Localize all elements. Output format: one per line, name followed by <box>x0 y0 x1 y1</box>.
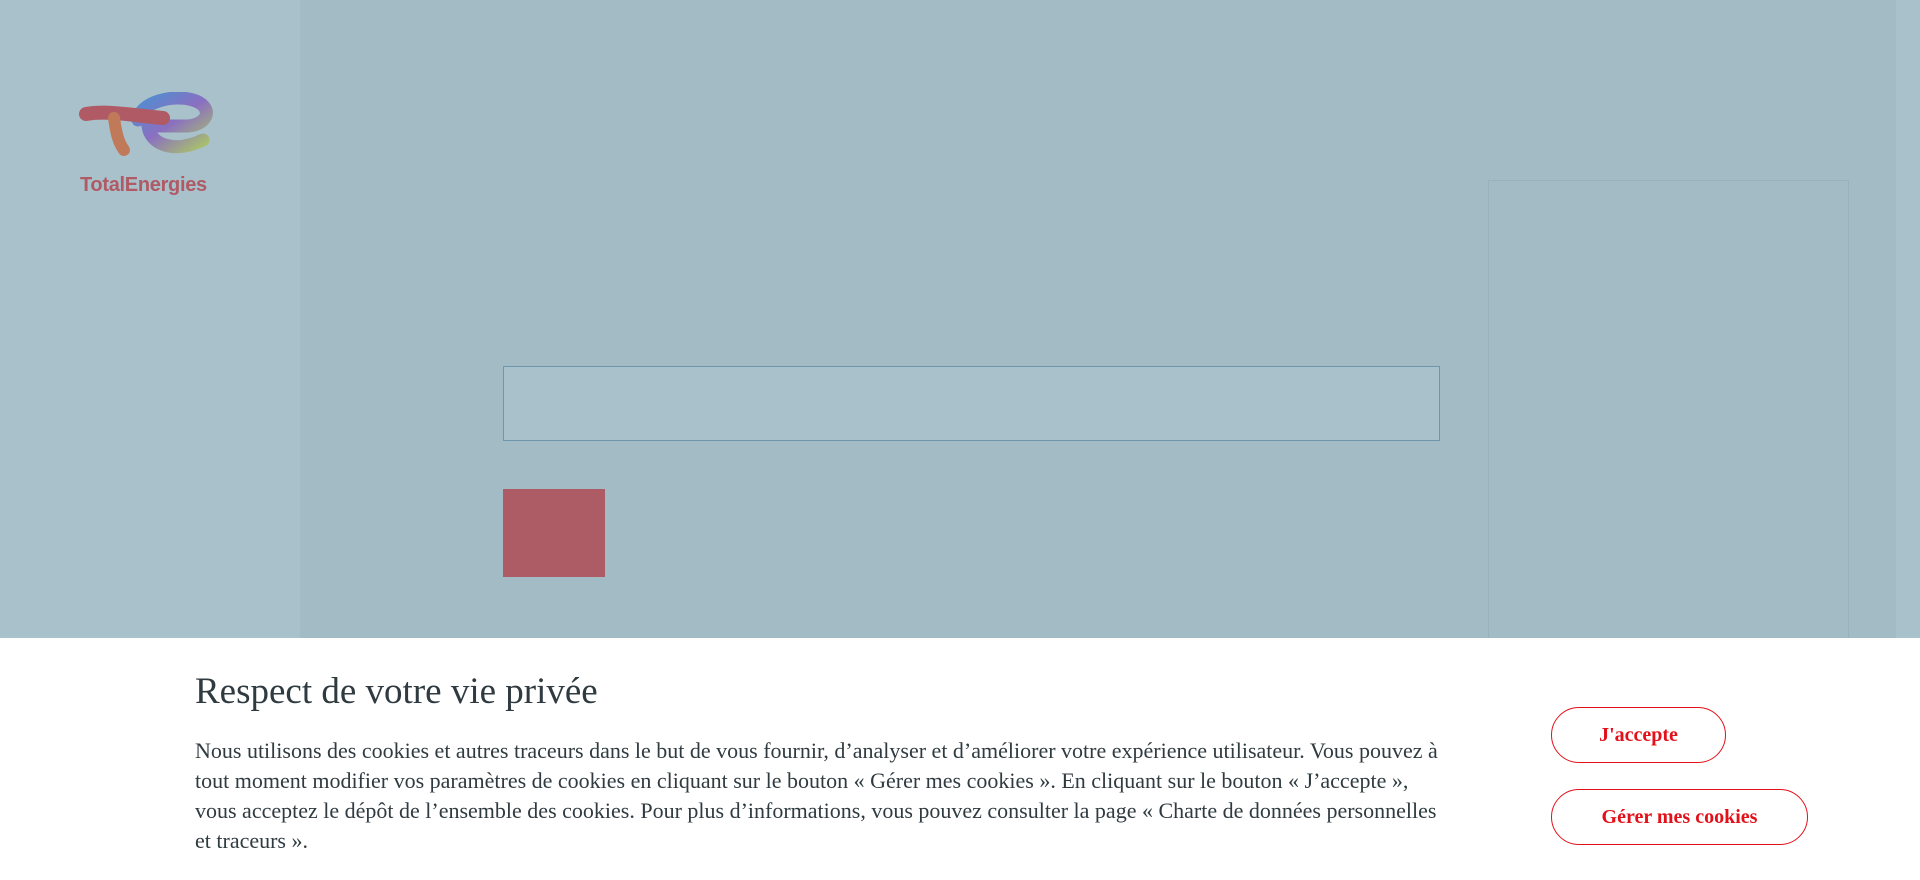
side-strip <box>1896 0 1920 638</box>
logo-mark[interactable] <box>78 92 228 202</box>
banner-title: Respect de votre vie privée <box>195 671 598 712</box>
banner-text: Nous utilisons des cookies et autres tra… <box>195 738 1438 853</box>
input-box[interactable] <box>503 366 1440 441</box>
logo-text: TotalEnergies <box>80 174 207 196</box>
manage-button[interactable]: Gérer mes cookies <box>1551 789 1808 845</box>
right-panel <box>1488 180 1849 638</box>
red-button[interactable] <box>503 489 605 577</box>
accept-button[interactable]: J'accepte <box>1551 707 1726 763</box>
